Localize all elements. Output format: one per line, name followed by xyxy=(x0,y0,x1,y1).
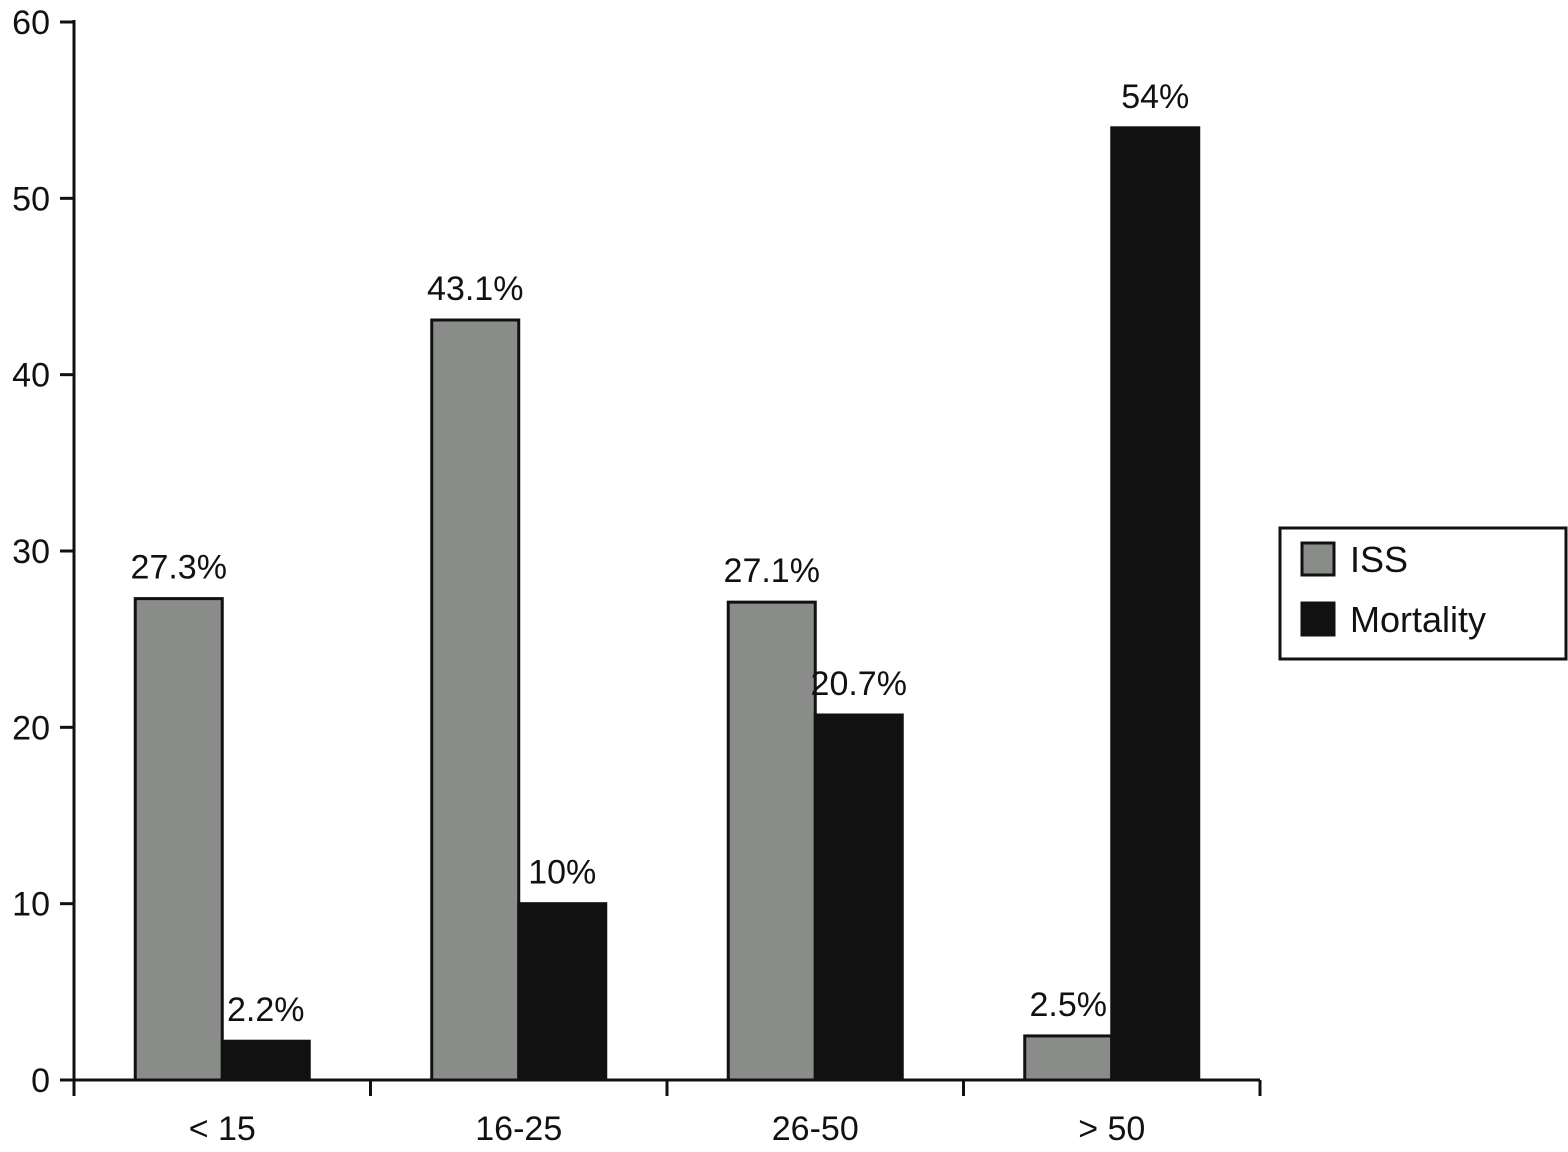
y-tick-label: 20 xyxy=(12,709,50,747)
bar-mortality-1 xyxy=(517,902,608,1082)
bar-iss-0 xyxy=(133,597,224,1082)
legend: ISS Mortality xyxy=(1278,526,1568,661)
bar-iss-3 xyxy=(1023,1034,1114,1082)
legend-swatch-iss xyxy=(1300,541,1336,577)
bars xyxy=(133,126,1201,1082)
y-tick-label: 60 xyxy=(12,4,50,42)
y-tick-label: 10 xyxy=(12,886,50,924)
data-label-iss-1: 43.1% xyxy=(427,270,523,308)
y-tick-label: 40 xyxy=(12,357,50,395)
bar-mortality-0 xyxy=(220,1039,311,1082)
x-tick-label: 26-50 xyxy=(772,1110,859,1148)
bar-mortality-2 xyxy=(813,713,904,1082)
y-tick-label: 30 xyxy=(12,533,50,571)
x-tick-label: > 50 xyxy=(1078,1110,1145,1148)
legend-swatch-mortality xyxy=(1300,601,1336,637)
data-label-mortality-1: 10% xyxy=(528,854,596,892)
x-tick-label: < 15 xyxy=(189,1110,256,1148)
data-label-mortality-2: 20.7% xyxy=(811,665,907,703)
y-axis: 0 10 20 30 40 50 60 xyxy=(12,4,76,1100)
legend-box xyxy=(1278,526,1568,661)
legend-label-mortality: Mortality xyxy=(1350,599,1486,640)
data-label-iss-3: 2.5% xyxy=(1030,986,1108,1024)
bar-iss-2 xyxy=(726,600,817,1082)
y-tick-label: 0 xyxy=(31,1062,50,1100)
legend-label-iss: ISS xyxy=(1350,539,1408,580)
x-axis: < 15 16-25 26-50 > 50 xyxy=(72,1078,1262,1148)
data-label-iss-2: 27.1% xyxy=(724,552,820,590)
data-label-iss-0: 27.3% xyxy=(131,549,227,587)
bar-iss-1 xyxy=(430,318,521,1082)
data-label-mortality-3: 54% xyxy=(1121,78,1189,116)
x-tick-label: 16-25 xyxy=(475,1110,562,1148)
bar-labels: 27.3% 2.2% 43.1% 10% 27.1% 20.7% 2.5% 54% xyxy=(131,78,1190,1029)
bar-mortality-3 xyxy=(1110,126,1201,1082)
data-label-mortality-0: 2.2% xyxy=(227,991,305,1029)
y-tick-label: 50 xyxy=(12,180,50,218)
